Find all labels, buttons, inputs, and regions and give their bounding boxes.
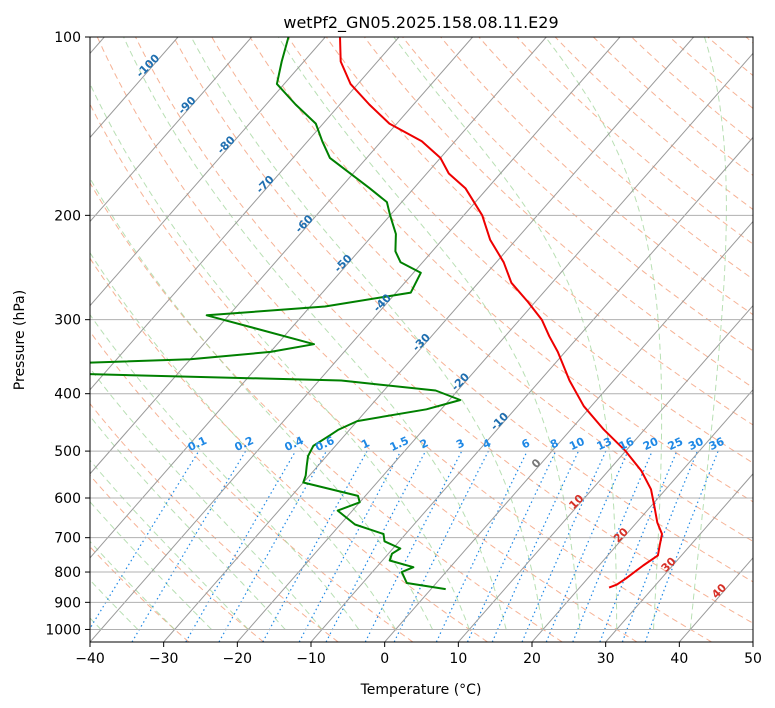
mixing-ratio-label: 16 xyxy=(617,435,637,453)
isotherm-line xyxy=(605,473,753,642)
dry-adiabat-line xyxy=(90,182,563,642)
x-tick-label: 40 xyxy=(670,651,688,667)
dry-adiabat-line xyxy=(249,37,753,503)
dry-adiabat-line xyxy=(173,37,753,583)
grid xyxy=(90,37,753,642)
dry-adiabat-line xyxy=(90,403,339,642)
isotherm-line xyxy=(90,37,547,559)
moist-adiabat-line xyxy=(277,37,581,630)
isotherm-line xyxy=(531,388,753,642)
x-tick-label: 30 xyxy=(597,651,615,667)
moist-adiabat-line xyxy=(90,579,139,630)
moist-adiabat-line xyxy=(545,37,663,630)
y-tick-label: 700 xyxy=(54,531,81,547)
mixing-ratio-label: 36 xyxy=(707,435,727,453)
x-tick-label: 0 xyxy=(380,651,389,667)
x-axis-label: Temperature (°C) xyxy=(360,682,482,698)
y-tick-label: 300 xyxy=(54,313,81,329)
moist-adiabat-line xyxy=(123,37,507,630)
mixing-ratio-line xyxy=(621,450,698,642)
mixing-ratio-line xyxy=(262,450,368,642)
moist-adiabat-line xyxy=(90,415,286,630)
y-tick-label: 1000 xyxy=(45,622,81,638)
isotherm-line xyxy=(90,37,253,223)
mixing-ratio-line xyxy=(644,450,719,642)
moist-adiabat-line xyxy=(90,313,360,630)
mixing-ratio-line xyxy=(298,450,402,642)
mixing-ratio-label: 10 xyxy=(567,435,587,453)
x-tick-label: −10 xyxy=(296,651,326,667)
dry-adiabat-line xyxy=(90,474,264,642)
mixing-ratio-label: 30 xyxy=(686,435,706,453)
moist-adiabat-line xyxy=(190,37,544,630)
x-tick-label: −20 xyxy=(223,651,253,667)
y-axis: 100 200 300 400 500 600 700 800 900 1000 xyxy=(45,30,90,638)
dry-adiabat-line xyxy=(440,37,753,316)
mixing-ratio-line xyxy=(466,450,557,642)
moist-adiabat-line xyxy=(689,37,727,630)
y-tick-label: 800 xyxy=(54,565,81,581)
y-axis-label: Pressure (hPa) xyxy=(12,290,28,390)
dry-adiabat-line xyxy=(287,37,753,464)
moist-adiabat-line xyxy=(90,540,176,630)
x-tick-label: 50 xyxy=(744,651,762,667)
x-tick-label: −40 xyxy=(75,651,105,667)
isotherm-line xyxy=(163,37,695,642)
y-tick-label: 600 xyxy=(54,491,81,507)
isotherm-line xyxy=(384,220,753,642)
moist-adiabat-line xyxy=(90,459,249,630)
moist-adiabat-line xyxy=(393,37,618,630)
isotherm-line xyxy=(90,37,621,642)
mixing-ratio-label: 13 xyxy=(595,435,614,453)
y-tick-label: 900 xyxy=(54,595,81,611)
mixing-ratio-line xyxy=(185,450,297,642)
moist-adiabat-line xyxy=(90,251,397,630)
dry-adiabat-line xyxy=(135,37,753,624)
dry-adiabat-line xyxy=(90,103,638,642)
isotherm-line xyxy=(90,37,474,475)
isotherm-line xyxy=(236,52,753,642)
moist-adiabat-line xyxy=(90,501,212,630)
isotherm-line xyxy=(457,304,753,642)
y-tick-label: 500 xyxy=(54,444,81,460)
moist-adiabat-line xyxy=(90,177,433,630)
x-tick-label: 20 xyxy=(523,651,541,667)
mixing-ratio-line xyxy=(393,450,489,642)
mixing-ratio-label: 20 xyxy=(641,435,661,453)
moist-adiabat-line xyxy=(90,82,470,630)
plot-frame xyxy=(89,36,754,643)
mixing-ratio-label: 25 xyxy=(666,435,685,453)
dry-adiabat-line xyxy=(90,546,190,642)
dewpoint-profile-line xyxy=(90,37,462,591)
dry-adiabat-line xyxy=(325,37,753,426)
y-tick-label: 100 xyxy=(54,30,81,46)
y-tick-label: 200 xyxy=(54,208,81,224)
y-tick-label: 400 xyxy=(54,387,81,403)
series-group xyxy=(90,37,663,591)
mixing-ratio-line xyxy=(599,450,678,642)
mixing-ratio-line xyxy=(435,450,528,642)
isotherm-line xyxy=(90,37,326,307)
moist-adiabat-line xyxy=(90,367,323,630)
mixing-ratio-line xyxy=(90,450,200,630)
isotherm-line xyxy=(90,37,400,391)
x-tick-label: −30 xyxy=(149,651,179,667)
background-lines xyxy=(90,37,753,642)
temperature-profile-line xyxy=(339,37,663,589)
chart-title: wetPf2_GN05.2025.158.08.11.E29 xyxy=(283,13,558,33)
dry-adiabat-line xyxy=(90,257,488,642)
x-tick-label: 10 xyxy=(449,651,467,667)
x-axis: −40 −30 −20 −10 0 10 20 30 40 50 xyxy=(75,642,762,667)
